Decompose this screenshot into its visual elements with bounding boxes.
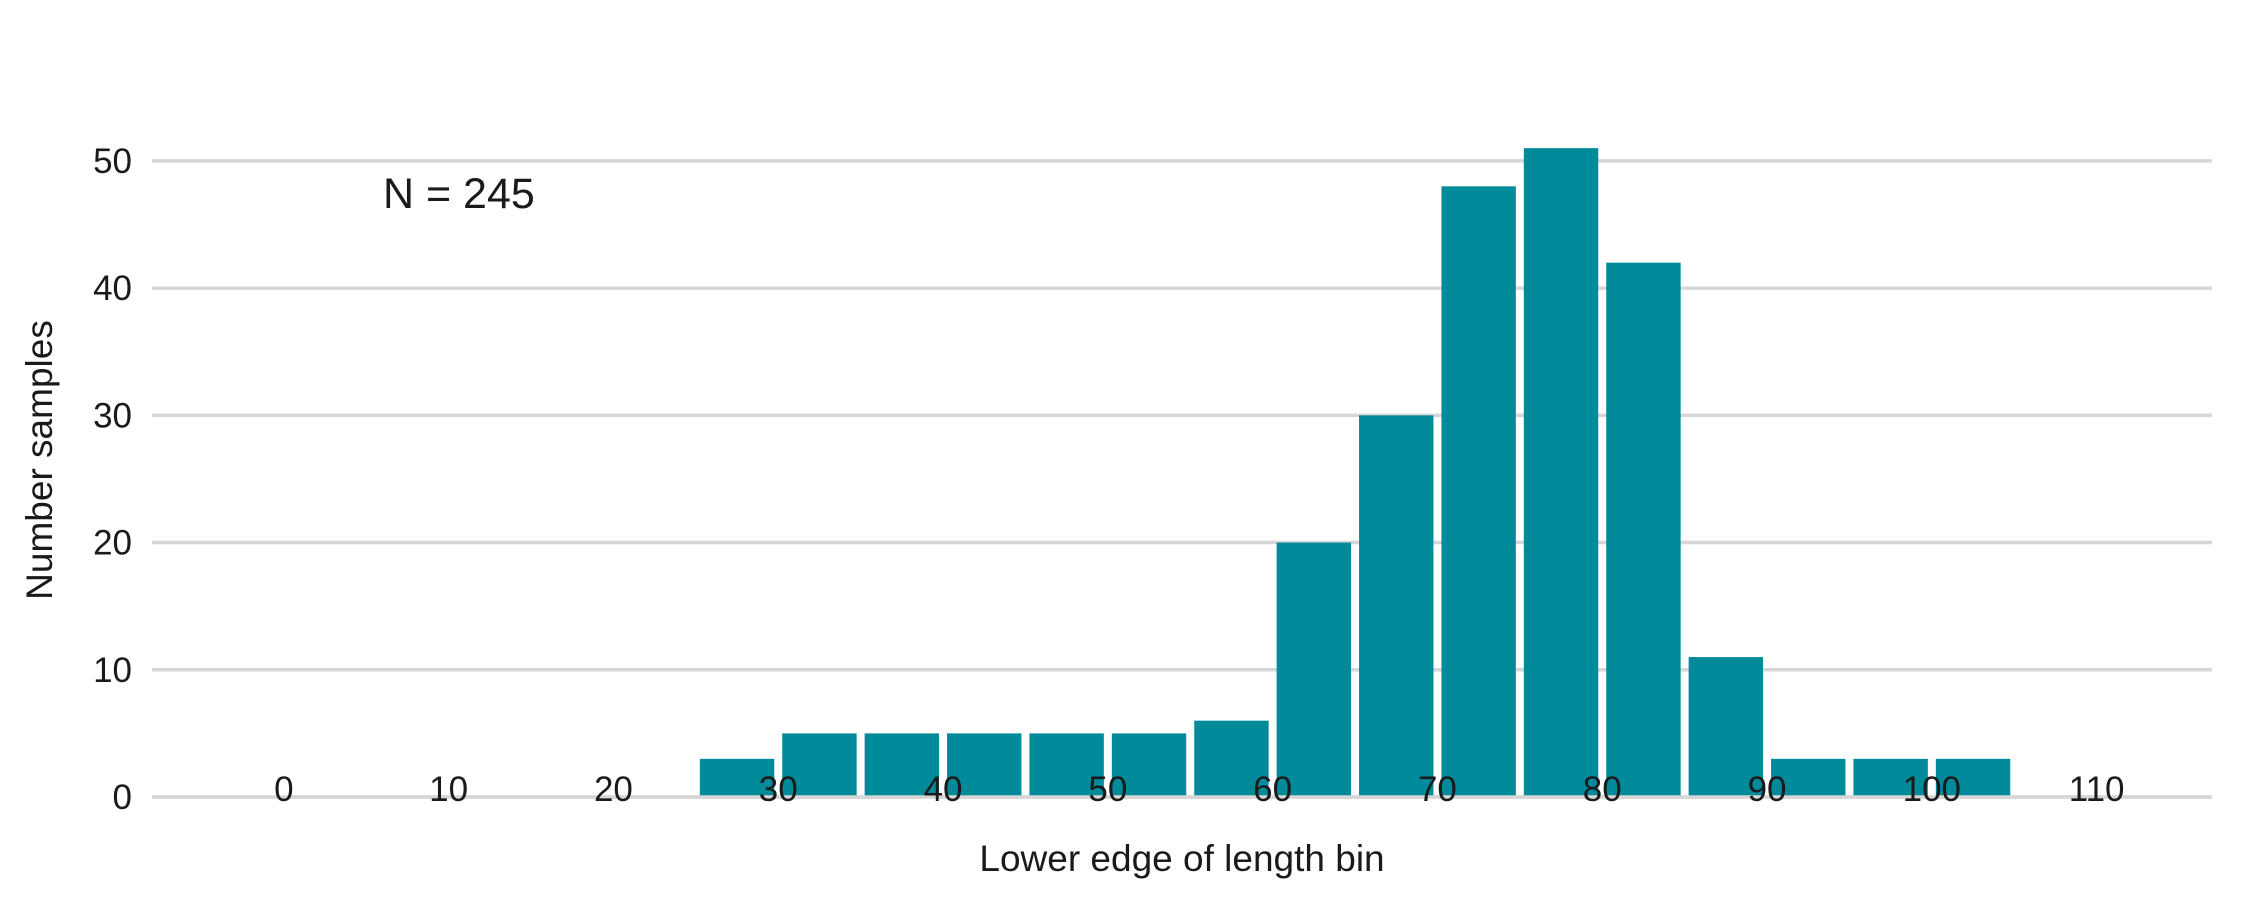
y-tick-label: 10 xyxy=(93,651,132,690)
y-axis-title: Number samples xyxy=(19,320,60,600)
x-tick-label: 20 xyxy=(594,770,633,809)
x-tick-label: 40 xyxy=(924,770,963,809)
y-tick-label: 30 xyxy=(93,396,132,435)
bar xyxy=(1523,148,1599,797)
x-tick-label: 30 xyxy=(759,770,798,809)
y-tick-label: 40 xyxy=(93,269,132,308)
x-tick-labels: 0 10 20 30 40 50 60 70 80 90 100 110 xyxy=(274,770,2124,809)
y-tick-label: 0 xyxy=(113,778,132,817)
y-tick-labels: 0 10 20 30 40 50 xyxy=(93,142,132,817)
sample-size-annotation: N = 245 xyxy=(383,170,535,218)
bar xyxy=(1441,186,1516,798)
bar xyxy=(1276,542,1352,797)
x-tick-label: 10 xyxy=(429,770,468,809)
bar xyxy=(1359,415,1434,797)
x-tick-label: 0 xyxy=(274,770,293,809)
bar xyxy=(782,733,857,797)
x-tick-label: 70 xyxy=(1418,770,1457,809)
bar xyxy=(1111,733,1187,797)
x-tick-label: 90 xyxy=(1748,770,1787,809)
bar xyxy=(1771,758,1846,797)
x-tick-label: 110 xyxy=(2069,770,2125,809)
y-tick-label: 50 xyxy=(93,142,132,181)
y-tick-label: 20 xyxy=(93,524,132,563)
x-axis-title: Lower edge of length bin xyxy=(979,838,1384,879)
bars xyxy=(152,148,2212,799)
x-tick-label: 100 xyxy=(1903,770,1961,809)
bar xyxy=(1688,657,1764,797)
x-tick-label: 50 xyxy=(1088,770,1127,809)
bar xyxy=(1853,758,1928,797)
x-tick-label: 60 xyxy=(1253,770,1292,809)
bar xyxy=(1194,720,1269,797)
bar xyxy=(1935,758,2011,797)
bar xyxy=(699,758,775,797)
bar xyxy=(1029,733,1104,797)
x-tick-label: 80 xyxy=(1583,770,1622,809)
bar xyxy=(947,733,1022,797)
gridlines xyxy=(152,159,2212,799)
bar xyxy=(864,733,940,797)
bar xyxy=(1606,262,1681,798)
